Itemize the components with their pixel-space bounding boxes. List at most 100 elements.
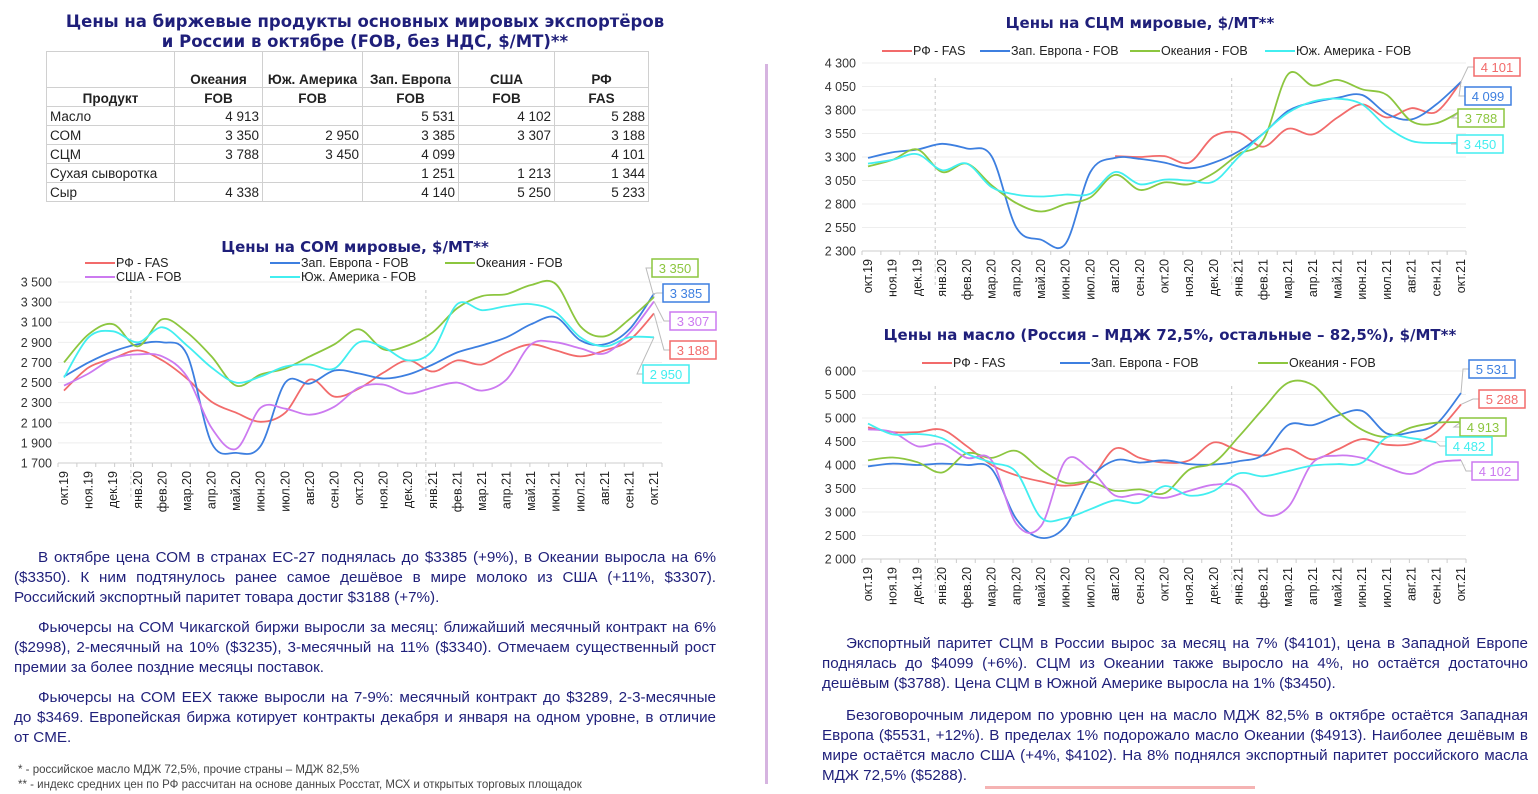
end-label-leader	[1458, 81, 1465, 97]
x-tick-label: июл.21	[1380, 259, 1394, 300]
x-tick-label: мар.21	[475, 471, 489, 511]
paragraph-som-1: В октябре цена СОМ в странах ЕС-27 подня…	[14, 549, 716, 606]
x-tick-label: апр.21	[500, 471, 514, 509]
x-tick-label: сен.21	[1429, 259, 1443, 297]
x-tick-label: мар.21	[1281, 567, 1295, 607]
end-label-leader	[1460, 66, 1474, 82]
end-label-box	[1471, 461, 1519, 481]
x-tick-label: мар.20	[985, 259, 999, 299]
y-tick-label: 2 500	[825, 529, 856, 543]
x-tick-label: янв.21	[1232, 567, 1246, 605]
y-tick-label: 2 000	[825, 553, 856, 567]
butter-chart-title: Цены на масло (Россия – МДЖ 72,5%, остал…	[883, 326, 1457, 344]
x-tick-label: май.21	[524, 471, 538, 511]
x-tick-label: янв.21	[1232, 259, 1246, 297]
series-line-usa	[867, 428, 1462, 534]
x-tick-label: мар.21	[1281, 259, 1295, 299]
paragraph-butter: Безоговорочным лидером по уровню цен на …	[822, 707, 1528, 784]
end-label-oce: 4 913	[1467, 420, 1500, 435]
y-tick-label: 4 500	[825, 435, 856, 449]
x-tick-label: апр.21	[1306, 567, 1320, 605]
x-tick-label: июн.21	[549, 471, 563, 512]
y-tick-label: 3 300	[21, 296, 52, 310]
end-label-rf: 3 188	[677, 343, 710, 358]
paragraph-som-3: Фьючерсы на СОМ EEX также выросли на 7-9…	[14, 689, 716, 746]
price-cell: 1 251	[362, 163, 459, 183]
x-tick-label: май.20	[229, 471, 243, 511]
paragraph-som-2: Фьючерсы на СОМ Чикагской биржи выросли …	[14, 619, 716, 676]
end-label-box	[642, 364, 690, 384]
main-title-line-2: и России в октябре (FOB, без НДС, $/МТ)*…	[161, 32, 569, 51]
y-tick-label: 3 100	[21, 316, 52, 330]
x-tick-label: окт.19	[861, 567, 875, 601]
end-label-sa: 4 482	[1453, 439, 1486, 454]
end-label-leader	[645, 267, 655, 298]
x-tick-label: ноя.19	[82, 471, 96, 509]
y-tick-label: 5 500	[825, 388, 856, 402]
end-label-box	[669, 311, 717, 331]
end-label-sa: 2 950	[650, 367, 683, 382]
end-label-eu: 3 385	[670, 286, 703, 301]
series-line-rf	[867, 403, 1462, 487]
column-divider	[765, 64, 768, 784]
x-tick-label: май.20	[1034, 259, 1048, 299]
legend-label: РФ - FAS	[116, 256, 168, 270]
x-tick-label: май.21	[1330, 259, 1344, 299]
x-tick-label: окт.20	[1158, 259, 1172, 293]
x-tick-label: ноя.20	[1182, 567, 1196, 605]
som-chart-title: Цены на СОМ мировые, $/МТ**	[221, 238, 489, 256]
end-label-box	[662, 283, 710, 303]
price-cell: 4 338	[174, 182, 263, 202]
x-tick-label: июн.20	[254, 471, 268, 512]
legend-label: Океания - FOB	[1289, 356, 1376, 370]
y-tick-label: 3 550	[825, 127, 856, 141]
end-label-leader	[1460, 368, 1469, 394]
end-label-leader	[636, 337, 655, 375]
footnote-1: * - российское масло МДЖ 72,5%, прочие с…	[18, 764, 360, 776]
x-tick-label: апр.20	[1009, 259, 1023, 297]
x-tick-label: мар.20	[180, 471, 194, 511]
x-tick-label: ноя.20	[1182, 259, 1196, 297]
table-row: Сыр 4 338 4 140 5 250 5 233	[46, 182, 649, 202]
x-tick-label: апр.21	[1306, 259, 1320, 297]
table-body: Масло 4 913 5 531 4 102 5 288 СОМ 3 350 2 950 3 …	[46, 106, 649, 202]
end-label-leader	[653, 301, 670, 322]
x-tick-label: окт.21	[647, 471, 661, 505]
x-tick-label: сен.21	[1429, 567, 1443, 605]
legend-label: РФ - FAS	[913, 44, 965, 58]
end-label-leader	[653, 313, 670, 351]
y-tick-label: 3 050	[825, 174, 856, 188]
table-header-row-2: Продукт FOB FOB FOB FOB FAS	[46, 87, 649, 107]
x-tick-label: ноя.19	[886, 259, 900, 297]
end-label-oce: 3 788	[1465, 111, 1498, 126]
end-label-box	[651, 258, 699, 278]
end-label-box	[1468, 359, 1516, 379]
legend-label: Юж. Америка - FOB	[301, 270, 416, 284]
end-label-box	[1478, 389, 1526, 409]
y-tick-label: 3 800	[825, 104, 856, 118]
x-tick-label: май.21	[1330, 567, 1344, 607]
table-row: Сухая сыворотка 1 251 1 213 1 344	[46, 163, 649, 183]
legend-label: Океания - FOB	[1161, 44, 1248, 58]
end-label-leader	[1452, 421, 1462, 428]
table-row: СОМ 3 350 2 950 3 385 3 307 3 188	[46, 125, 649, 145]
y-tick-label: 2 300	[21, 396, 52, 410]
table-header-cell: Зап. Европа	[362, 51, 459, 88]
footnote-2: ** - индекс средних цен по РФ рассчитан …	[18, 779, 582, 791]
series-line-eu	[63, 293, 655, 455]
end-label-box	[669, 340, 717, 360]
x-tick-label: июл.20	[278, 471, 292, 512]
end-label-eu: 4 099	[1472, 89, 1505, 104]
y-tick-label: 2 550	[825, 221, 856, 235]
prices-table: Океания Юж. Америка Зап. Европа США РФ П…	[46, 51, 649, 202]
x-tick-label: окт.20	[352, 471, 366, 505]
legend-label: США - FOB	[116, 270, 182, 284]
end-label-oce: 3 350	[659, 261, 692, 276]
end-label-sa: 3 450	[1464, 137, 1497, 152]
x-tick-label: авг.21	[1405, 567, 1419, 601]
end-label-usa: 3 307	[677, 314, 710, 329]
series-line-sa	[867, 422, 1437, 523]
x-tick-label: сен.20	[327, 471, 341, 509]
price-cell: 5 233	[554, 182, 649, 202]
end-label-leader	[1435, 442, 1446, 447]
